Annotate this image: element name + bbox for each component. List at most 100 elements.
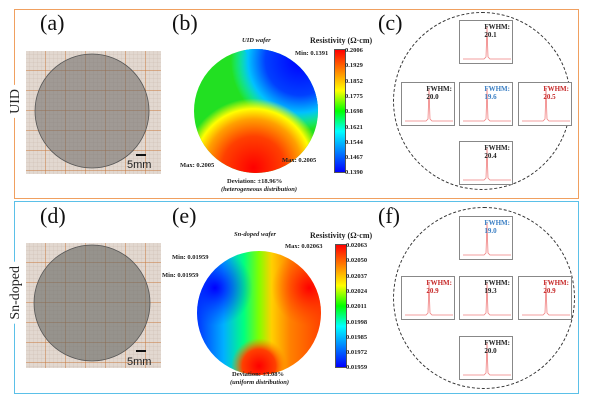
fwhm-value: FWHM: 20.0 [426,85,452,101]
sn-colorbar [335,244,347,368]
fwhm-label: FWHM: [484,279,510,287]
fwhm-number: 20.4 [484,152,497,160]
xrd-rocking-curve-right: FWHM: 20.9 [518,276,572,320]
colorbar-tick: 0.1929 [345,62,363,70]
xrd-rocking-curve-top: FWHM: 19.0 [459,216,513,260]
colorbar-tick: 0.02063 [346,242,368,249]
fwhm-number: 20.5 [543,93,556,101]
colorbar-tick: 0.01959 [346,364,368,372]
panel-label-c: (c) [378,10,403,35]
colorbar-tick: 0.1775 [345,92,363,100]
fwhm-value: FWHM: 19.0 [484,219,510,235]
uid-colorbar-title: Resistivity (Ω·cm) [310,36,373,45]
sn-doped-row-label: Sn-doped [8,262,24,324]
sn-colorbar-title: Resistivity (Ω·cm) [310,231,373,240]
fwhm-label: FWHM: [484,144,510,152]
xrd-rocking-curve-bottom: FWHM: 20.4 [459,141,513,185]
fwhm-value: FWHM: 20.9 [426,279,452,295]
xrd-rocking-curve-left: FWHM: 20.9 [401,276,455,320]
fwhm-number: 20.9 [426,287,439,295]
sn-doped-wafer-map [197,251,321,375]
panel-label-e: (e) [172,203,197,228]
xrd-rocking-curve-center: FWHM: 19.6 [459,82,513,126]
fwhm-number: 19.0 [484,227,497,235]
rocking-curve-peak [463,222,511,256]
rocking-curve-peak [405,282,453,316]
xrd-rocking-curve-right: FWHM: 20.5 [518,82,572,126]
fwhm-number: 20.1 [484,31,497,39]
fwhm-label: FWHM: [484,85,510,93]
uid-colorbar [334,49,346,173]
sn-wafer-outline [393,207,575,389]
rocking-curve-peak [522,88,570,122]
rocking-curve-peak [463,342,511,376]
fwhm-label: FWHM: [484,339,510,347]
uid-min-annotation: Min: 0.1391 [295,50,329,57]
colorbar-tick: 0.1544 [345,138,363,146]
fwhm-number: 19.6 [484,93,497,101]
fwhm-label: FWHM: [484,23,510,31]
fwhm-number: 20.0 [484,347,497,355]
panel-label-f: (f) [378,203,400,228]
rocking-curve-peak [463,282,511,316]
uid-max-annotation-2: Max: 0.2005 [282,157,317,164]
sn-min-annotation: Min: 0.01959 [172,254,209,261]
rocking-curve-peak [405,88,453,122]
fwhm-value: FWHM: 20.4 [484,144,510,160]
fwhm-value: FWHM: 20.5 [543,85,569,101]
colorbar-tick: 0.02050 [346,257,368,265]
colorbar-tick: 0.02037 [346,272,368,280]
fwhm-number: 19.3 [484,287,497,295]
grid-paper [26,243,161,368]
fwhm-number: 20.9 [543,287,556,295]
sn-map-title: Sn-doped wafer [234,231,277,238]
panel-label-d: (d) [40,203,66,228]
scale-label: 5mm [127,159,152,171]
rocking-curve-peak [463,88,511,122]
uid-wafer-photo [26,51,161,174]
colorbar-tick: 0.02011 [346,303,367,311]
scale-label: 5mm [127,356,152,368]
uid-row-label: UID [8,85,24,118]
grid-paper [26,51,161,174]
sn-deviation: Deviation: ±3.08% [232,371,284,378]
sn-doped-resistivity-map [196,250,322,381]
colorbar-tick: 0.01972 [346,349,368,357]
uid-map-title: UID wafer [242,37,271,44]
colorbar-tick: 0.01998 [346,318,368,326]
uid-resistivity-map [193,48,319,179]
scale-bar [136,154,146,156]
fwhm-value: FWHM: 19.3 [484,279,510,295]
rocking-curve-peak [463,147,511,181]
fwhm-value: FWHM: 20.9 [543,279,569,295]
fwhm-number: 20.0 [426,93,439,101]
colorbar-tick: 0.1698 [345,108,363,116]
scale-bar [136,350,146,352]
fwhm-label: FWHM: [426,279,452,287]
uid-max-annotation: Max: 0.2005 [180,162,215,169]
fwhm-label: FWHM: [426,85,452,93]
uid-deviation: Deviation: ±18.96% [227,178,283,185]
sn-distribution: (uniform distribution) [230,379,290,386]
colorbar-tick: 0.2006 [345,47,363,54]
panel-label-b: (b) [172,10,198,35]
sn-doped-wafer-photo [26,243,161,368]
colorbar-tick: 0.1852 [345,77,363,85]
fwhm-value: FWHM: 20.0 [484,339,510,355]
uid-wafer-map [194,49,318,173]
fwhm-label: FWHM: [484,219,510,227]
rocking-curve-peak [522,282,570,316]
rocking-curve-peak [463,26,511,60]
fwhm-value: FWHM: 20.1 [484,23,510,39]
colorbar-tick: 0.1621 [345,123,363,131]
xrd-rocking-curve-bottom: FWHM: 20.0 [459,336,513,380]
fwhm-label: FWHM: [543,85,569,93]
colorbar-tick: 0.1467 [345,154,363,162]
uid-distribution: (heterogeneous distribution) [221,186,298,193]
sn-max-annotation: Max: 0.02063 [285,243,323,250]
colorbar-tick: 0.1390 [345,169,363,177]
panel-label-a: (a) [40,10,65,35]
fwhm-value: FWHM: 19.6 [484,85,510,101]
xrd-rocking-curve-top: FWHM: 20.1 [459,20,513,64]
colorbar-tick: 0.01985 [346,333,368,341]
